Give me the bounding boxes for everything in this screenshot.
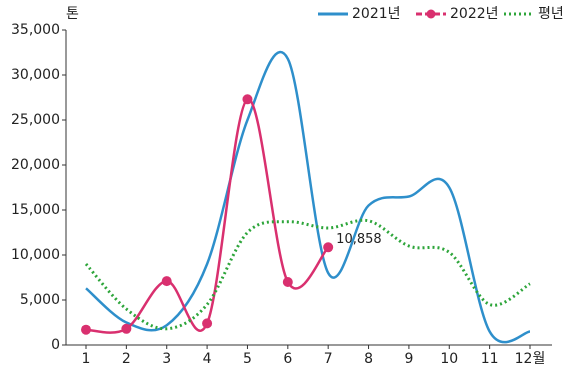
data-label: 10,858 [336, 232, 382, 247]
y-tick-label: 25,000 [11, 112, 60, 128]
x-tick-label: 2 [122, 351, 131, 367]
legend-label: 평년 [538, 6, 564, 22]
x-tick-label: 12월 [515, 351, 546, 367]
y-unit: 톤 [66, 6, 79, 22]
line [84, 218, 531, 331]
x-tick-label: 10 [440, 351, 458, 367]
legend-label: 2022년 [450, 6, 499, 22]
y-tick-label: 0 [51, 337, 60, 353]
y-tick-label: 35,000 [11, 22, 60, 38]
point [202, 318, 213, 329]
legend-label: 2021년 [352, 6, 401, 22]
x-tick-label: 1 [82, 351, 91, 367]
x-tick-label: 7 [324, 351, 333, 367]
y-tick-label: 15,000 [11, 202, 60, 218]
y-tick-label: 5,000 [20, 292, 60, 308]
point [161, 276, 172, 287]
x-tick-label: 4 [203, 351, 212, 367]
point [323, 242, 334, 253]
point [242, 94, 253, 105]
point [282, 277, 293, 287]
x-tick-label: 9 [404, 351, 413, 367]
x-tick-label: 5 [243, 351, 252, 367]
point [81, 324, 91, 335]
line [85, 98, 330, 334]
x-tick-label: 3 [162, 351, 171, 367]
x-tick-label: 8 [364, 351, 373, 367]
x-tick-label: 11 [481, 351, 499, 367]
y-tick-label: 20,000 [11, 157, 60, 173]
y-tick-label: 30,000 [11, 67, 60, 83]
point [121, 323, 132, 334]
x-tick-label: 6 [283, 351, 292, 367]
y-tick-label: 10,000 [11, 247, 60, 263]
legend-marker [426, 9, 436, 19]
line [85, 50, 531, 344]
